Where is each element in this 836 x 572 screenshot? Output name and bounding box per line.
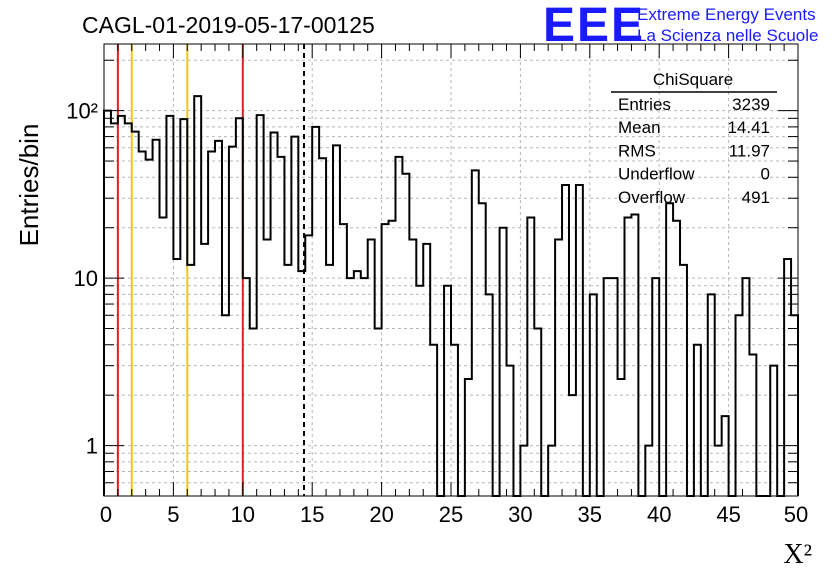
histogram-outline xyxy=(103,95,799,497)
logo-line-1: Extreme Energy Events xyxy=(637,5,816,24)
logo-line-2: La Scienza nelle Scuole xyxy=(637,26,818,45)
y-tick-labels: 1 10 10² xyxy=(66,99,98,459)
y-axis-label: Entries/bin xyxy=(14,124,44,247)
x-tick-label: 15 xyxy=(300,502,324,527)
x-tick-labels: 0 5 10 15 20 25 30 35 40 45 50 xyxy=(100,502,808,527)
x-tick-label: 5 xyxy=(167,502,179,527)
y-tick-label: 10 xyxy=(74,266,98,291)
stats-value: 0 xyxy=(761,165,770,184)
stats-value: 14.41 xyxy=(727,118,770,137)
x-tick-label: 25 xyxy=(439,502,463,527)
x-tick-label: 35 xyxy=(578,502,602,527)
stats-label: Underflow xyxy=(618,165,695,184)
y-tick-label: 10² xyxy=(66,99,98,124)
reference-lines xyxy=(116,44,306,496)
x-tick-label: 10 xyxy=(231,502,255,527)
grid xyxy=(104,44,798,496)
stats-value: 491 xyxy=(742,188,770,207)
chart-title: CAGL-01-2019-05-17-00125 xyxy=(82,12,375,38)
eee-logo: EEE Extreme Energy Events La Scienza nel… xyxy=(543,0,818,52)
x-tick-label: 30 xyxy=(508,502,532,527)
logo-eee: EEE xyxy=(543,0,645,52)
x-tick-label: 0 xyxy=(100,502,112,527)
stats-label: Overflow xyxy=(618,188,686,207)
x-tick-label: 45 xyxy=(716,502,740,527)
y-tick-label: 1 xyxy=(86,434,98,459)
x-axis-label: X² xyxy=(783,539,812,570)
stats-label: RMS xyxy=(618,141,656,160)
x-tick-label: 40 xyxy=(647,502,671,527)
plot-frame xyxy=(103,43,799,497)
stats-value: 11.97 xyxy=(729,141,770,160)
stats-label: Mean xyxy=(618,118,661,137)
x-tick-label: 20 xyxy=(369,502,393,527)
stats-box: ChiSquare Entries 3239 Mean 14.41 RMS 11.97 Un… xyxy=(611,70,777,207)
axis-ticks xyxy=(103,44,799,496)
stats-value: 3239 xyxy=(732,95,770,114)
x-tick-label: 50 xyxy=(784,502,808,527)
stats-title: ChiSquare xyxy=(653,70,733,89)
stats-label: Entries xyxy=(618,95,671,114)
